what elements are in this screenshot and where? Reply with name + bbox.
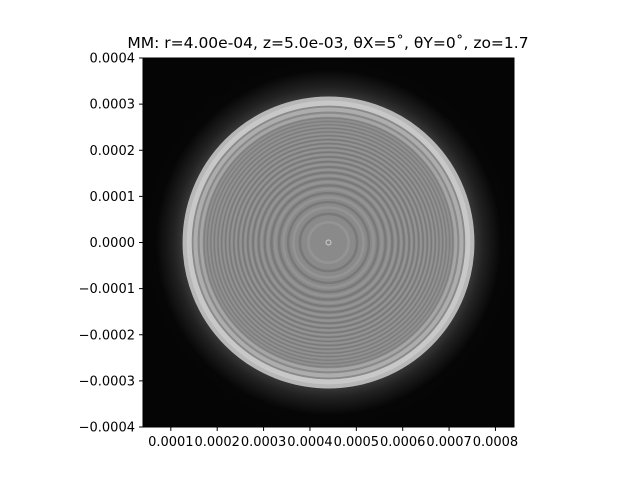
x-tick-label: 0.0007	[426, 435, 472, 450]
x-axis: 0.0001 0.0002 0.0003 0.0004 0.0005 0.0006 0.00…	[148, 427, 518, 450]
fringe-ring	[233, 147, 424, 338]
fringe-ring	[235, 149, 422, 336]
y-tick-label: 0.0000	[90, 236, 136, 251]
pattern-rim	[199, 113, 458, 372]
fringe-ring	[286, 200, 371, 285]
x-tick-label: 0.0002	[194, 435, 240, 450]
fringe-ring	[237, 151, 420, 334]
fringe-ring	[213, 127, 444, 358]
fringe-ring	[219, 133, 438, 352]
x-tick-label: 0.0003	[241, 435, 287, 450]
pattern-rim	[186, 100, 471, 385]
fringe-ring	[263, 177, 394, 308]
fringe-ring	[249, 163, 408, 322]
fringe-ring	[244, 158, 413, 327]
y-tick-label: −0.0001	[79, 282, 135, 297]
plot-area	[143, 58, 514, 427]
fringe-ring	[246, 160, 411, 325]
fringe-ring	[203, 117, 454, 368]
fringe-ring	[226, 140, 431, 345]
fringe-ring	[266, 180, 391, 305]
fringe-ring	[217, 131, 440, 354]
y-tick-label: 0.0003	[90, 98, 136, 113]
fringe-ring	[206, 120, 451, 365]
fringe-ring	[257, 171, 400, 314]
y-tick-label: −0.0004	[79, 421, 135, 436]
fringe-ring	[215, 129, 442, 356]
fringe-ring	[230, 144, 427, 341]
fringe-ring	[208, 122, 449, 363]
x-tick-label: 0.0006	[380, 435, 426, 450]
fringe-ring	[205, 119, 452, 366]
fringe-ring	[222, 136, 435, 349]
x-tick-label: 0.0004	[287, 435, 333, 450]
y-tick-label: 0.0004	[90, 52, 136, 67]
pattern-disk	[187, 101, 470, 384]
chart-title: MM: r=4.00e-04, z=5.0e-03, θX=5˚, θY=0˚,…	[127, 34, 528, 52]
y-tick-label: 0.0002	[90, 144, 136, 159]
x-tick-label: 0.0001	[148, 435, 194, 450]
fringe-ring	[277, 191, 380, 294]
fringe-ring	[306, 220, 351, 265]
diffraction-pattern	[155, 69, 502, 416]
fringe-ring	[228, 142, 429, 343]
y-tick-label: 0.0001	[90, 190, 136, 205]
fringe-ring	[260, 174, 397, 311]
fringe-ring	[239, 153, 418, 332]
y-tick-label: −0.0003	[79, 374, 135, 389]
fringe-ring	[292, 206, 365, 279]
fringe-ring	[241, 155, 416, 330]
y-axis: 0.0004 0.0003 0.0002 0.0001 0.0000 −0.0001 −0.…	[79, 52, 143, 436]
fringe-ring	[270, 184, 387, 301]
fringe-ring	[221, 135, 436, 350]
fringe-ring	[210, 124, 447, 361]
x-tick-label: 0.0005	[334, 435, 380, 450]
pattern-center	[325, 239, 332, 246]
fringe-ring	[224, 138, 433, 347]
fringe-ring	[251, 165, 406, 320]
fringe-ring	[298, 212, 359, 273]
y-tick-label: −0.0002	[79, 328, 135, 343]
fringe-ring	[212, 126, 445, 359]
pattern-rim	[193, 107, 464, 378]
fringe-ring	[254, 168, 403, 317]
x-tick-label: 0.0008	[473, 435, 519, 450]
fringe-ring	[282, 196, 375, 289]
fringe-ring	[273, 187, 384, 298]
